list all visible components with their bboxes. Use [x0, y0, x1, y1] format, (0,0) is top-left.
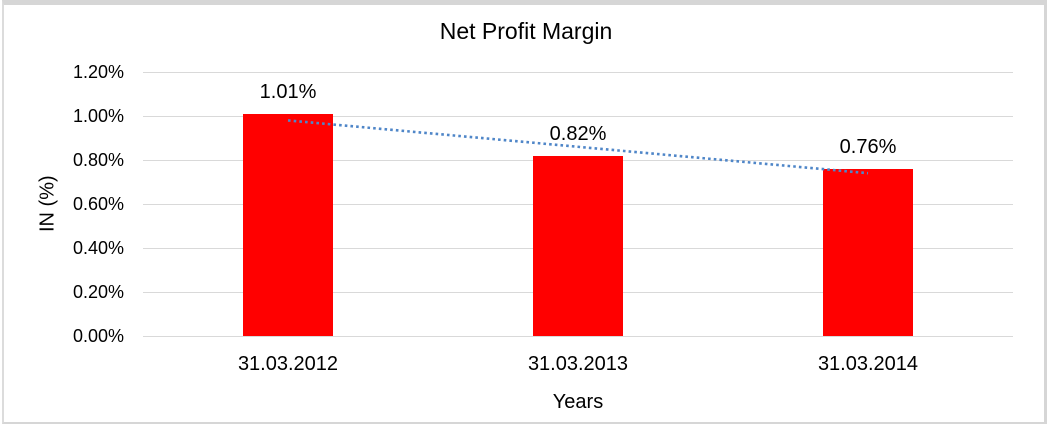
y-tick-label: 0.80% — [72, 150, 124, 170]
plot-area: 1.01% 0.82% 0.76% — [143, 71, 1013, 337]
category-label: 31.03.2014 — [817, 353, 919, 375]
gridline — [143, 71, 1013, 73]
bar-data-label: 0.82% — [549, 122, 607, 145]
gridline — [143, 115, 1013, 117]
x-axis-title: Years — [552, 391, 604, 413]
bar — [243, 113, 333, 336]
y-tick-label: 0.60% — [72, 194, 124, 214]
y-tick-label: 0.40% — [72, 238, 124, 258]
y-tick-label: 1.00% — [72, 106, 124, 126]
bar-data-label: 1.01% — [259, 80, 317, 103]
bar-data-label: 0.76% — [839, 135, 897, 158]
y-tick-label: 1.20% — [72, 62, 124, 82]
category-label: 31.03.2013 — [527, 353, 629, 375]
category-label: 31.03.2012 — [237, 353, 339, 375]
trendline-layer — [287, 119, 869, 175]
chart-title: Net Profit Margin — [439, 18, 613, 44]
bar — [823, 168, 913, 336]
y-tick-label: 0.00% — [72, 326, 124, 346]
trendline — [287, 119, 869, 175]
bar — [533, 155, 623, 336]
gridline — [143, 335, 1013, 337]
y-axis-title: IN (%) — [36, 175, 59, 233]
y-tick-label: 0.20% — [72, 282, 124, 302]
